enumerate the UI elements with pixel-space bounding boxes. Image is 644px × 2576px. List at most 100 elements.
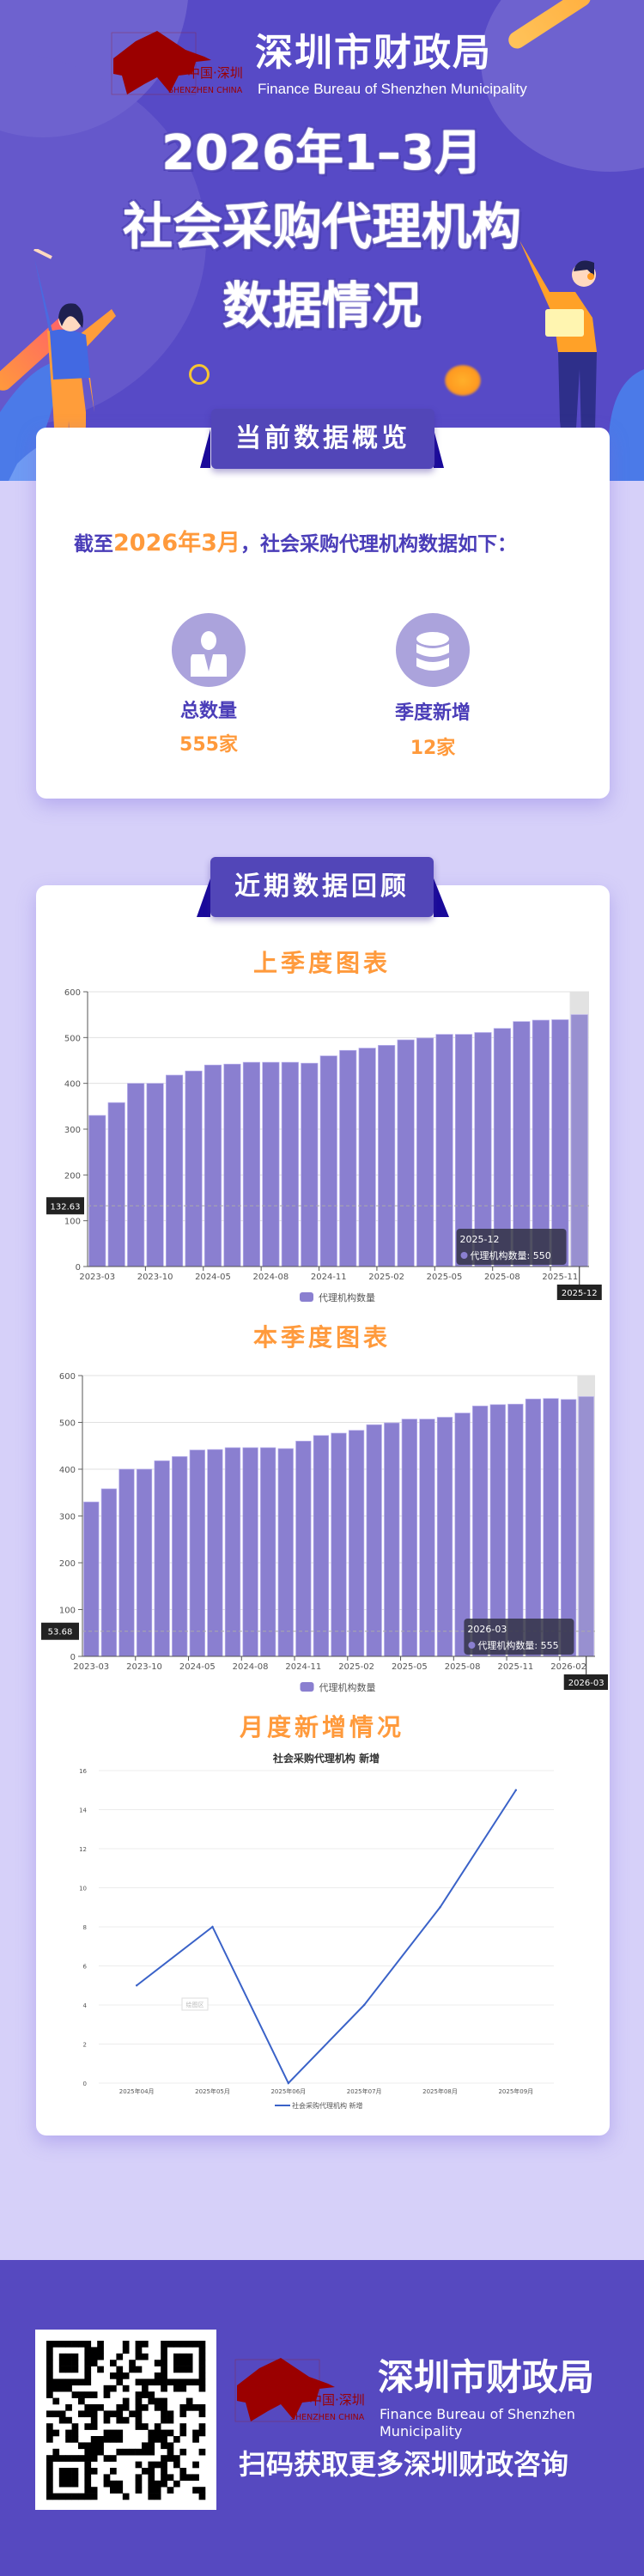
qr-module — [135, 2410, 143, 2418]
bar[interactable] — [570, 1014, 588, 1267]
bar[interactable] — [260, 1447, 276, 1657]
bar[interactable] — [358, 1048, 376, 1267]
bar[interactable] — [242, 1447, 258, 1657]
bar[interactable] — [207, 1449, 223, 1657]
x-tick-label: 2024-05 — [179, 1662, 216, 1672]
qr-module — [148, 2480, 155, 2488]
bar[interactable] — [397, 1039, 415, 1267]
bar-chart-last-quarter[interactable]: 0 100 200 300 400 500 600 2023-03 2023-10 2024-05… — [36, 979, 608, 1322]
bar[interactable] — [435, 1034, 453, 1267]
qr-module — [135, 2423, 143, 2430]
bar[interactable] — [204, 1064, 222, 1267]
qr-module — [135, 2404, 143, 2411]
qr-module — [185, 2379, 193, 2386]
bar[interactable] — [262, 1061, 280, 1267]
bar[interactable] — [223, 1063, 241, 1267]
bar[interactable] — [543, 1398, 559, 1657]
line-chart-monthly[interactable]: 社会采购代理机构 新增 0 2 4 6 8 10 12 14 16 2025年04月 2025年05月… — [36, 1743, 608, 2121]
bar-chart-this-quarter[interactable]: 0 100 200 300 400 500 600 2023-03 2023-10 2024-05… — [36, 1361, 608, 1704]
bar[interactable] — [319, 1055, 337, 1267]
qr-module — [71, 2366, 79, 2373]
bar[interactable] — [401, 1419, 417, 1657]
title-subject: 社会采购代理机构 — [122, 197, 522, 257]
bar[interactable] — [339, 1049, 357, 1267]
bar[interactable] — [419, 1419, 435, 1657]
bar[interactable] — [165, 1074, 184, 1267]
bar[interactable] — [154, 1460, 170, 1657]
x-tick-label: 2024-08 — [233, 1662, 269, 1672]
qr-module — [198, 2353, 206, 2360]
qr-module — [173, 2353, 180, 2360]
qr-module — [142, 2353, 149, 2360]
qr-module — [142, 2341, 149, 2348]
bar[interactable] — [118, 1468, 135, 1657]
bar[interactable] — [348, 1430, 365, 1657]
bar[interactable] — [224, 1447, 241, 1657]
bar[interactable] — [127, 1083, 145, 1267]
bar[interactable] — [436, 1417, 453, 1657]
bar[interactable] — [83, 1501, 100, 1657]
bar[interactable] — [366, 1424, 382, 1657]
bar[interactable] — [416, 1037, 434, 1267]
bar[interactable] — [384, 1422, 400, 1657]
tooltip-value: 代理机构数量: 555 — [477, 1639, 558, 1651]
qr-module — [135, 2480, 143, 2488]
bar[interactable] — [313, 1435, 330, 1657]
hover-label: 绘图区 — [186, 2001, 204, 2008]
legend-label: 代理机构数量 — [319, 1291, 375, 1303]
y-tick-label: 600 — [64, 988, 81, 998]
bar[interactable] — [281, 1061, 299, 1267]
bar[interactable] — [295, 1440, 312, 1657]
bar[interactable] — [146, 1083, 164, 1267]
qr-module — [46, 2493, 53, 2500]
qr-module — [148, 2461, 155, 2469]
qr-module — [122, 2372, 130, 2379]
tooltip-marker — [468, 1642, 476, 1649]
bar[interactable] — [507, 1403, 524, 1657]
x-tick-label: 2025-11 — [542, 1273, 578, 1282]
bar[interactable] — [172, 1455, 188, 1657]
qr-module — [142, 2448, 149, 2456]
bar[interactable] — [560, 1399, 577, 1657]
bar[interactable] — [578, 1396, 594, 1657]
bar[interactable] — [136, 1468, 153, 1657]
qr-module — [179, 2341, 187, 2348]
qr-module — [173, 2480, 180, 2488]
qr-module — [116, 2448, 124, 2456]
bar[interactable] — [301, 1062, 319, 1267]
bar[interactable] — [331, 1432, 347, 1657]
qr-module — [84, 2442, 92, 2450]
qr-module — [173, 2461, 180, 2469]
qr-module — [84, 2372, 92, 2379]
qr-module — [58, 2493, 66, 2500]
bar[interactable] — [189, 1449, 205, 1657]
qr-module — [52, 2493, 60, 2500]
series-line[interactable] — [136, 1789, 517, 2085]
qr-module — [142, 2379, 149, 2386]
qr-module — [78, 2410, 85, 2418]
qr-module — [71, 2379, 79, 2386]
qr-module — [161, 2436, 167, 2443]
x-tick-label: 2023-10 — [137, 1273, 173, 1282]
bar[interactable] — [277, 1448, 294, 1657]
qr-code[interactable] — [35, 2330, 216, 2510]
bar[interactable] — [107, 1102, 125, 1267]
qr-module — [65, 2429, 72, 2437]
qr-module — [52, 2385, 60, 2392]
bar[interactable] — [185, 1070, 203, 1267]
qr-module — [46, 2385, 53, 2392]
axis-pointer-x-label: 2025-12 — [562, 1289, 598, 1298]
qr-module — [167, 2442, 174, 2450]
bar[interactable] — [242, 1061, 261, 1267]
legend-label: 代理机构数量 — [319, 1681, 376, 1693]
qr-module — [161, 2372, 167, 2379]
qr-module — [116, 2480, 124, 2488]
bar[interactable] — [378, 1045, 396, 1267]
bar[interactable] — [525, 1398, 542, 1657]
qr-module — [135, 2347, 143, 2354]
qr-module — [71, 2480, 79, 2488]
qr-module — [161, 2347, 167, 2354]
qr-module — [167, 2429, 174, 2437]
intro-prefix: 截至 — [74, 533, 113, 556]
bar[interactable] — [88, 1115, 106, 1267]
